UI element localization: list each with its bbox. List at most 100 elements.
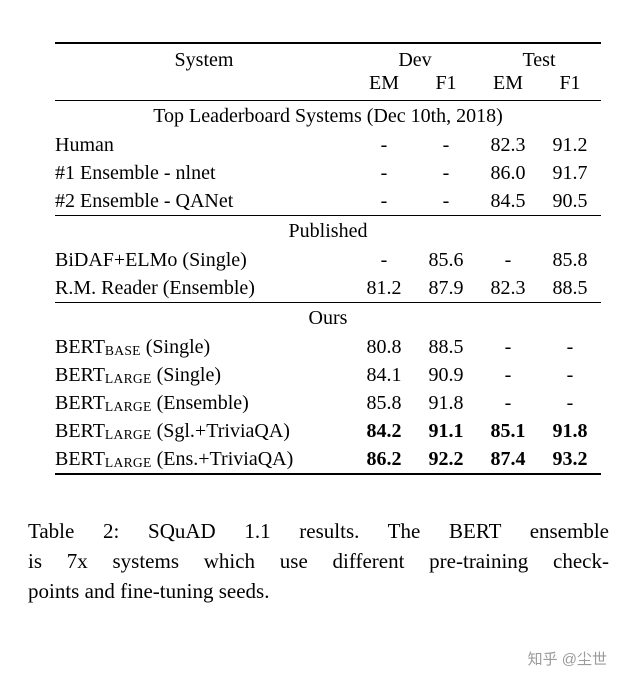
cell-dev-f1: - xyxy=(442,133,450,156)
section-title: Published xyxy=(288,220,368,242)
header-test-em: EM xyxy=(493,72,523,94)
cell-test-f1: 85.8 xyxy=(552,248,588,271)
system-name: #2 Ensemble - QANet xyxy=(55,187,353,216)
cell-dev-f1: 92.2 xyxy=(428,447,464,470)
cell-test-f1: 91.8 xyxy=(552,419,588,442)
cell-test-f1: 91.7 xyxy=(552,161,588,184)
table-row: BERTLARGE (Single) 84.1 90.9 - - xyxy=(55,361,601,389)
cell-dev-em: 80.8 xyxy=(366,335,402,358)
table-row: BERTBASE (Single) 80.8 88.5 - - xyxy=(55,333,601,361)
header-dev: Dev xyxy=(398,49,432,71)
cell-dev-em: 84.1 xyxy=(366,363,402,386)
system-name: Human xyxy=(55,131,353,159)
cell-dev-em: 85.8 xyxy=(366,391,402,414)
system-name-subscript: LARGE xyxy=(104,371,152,387)
system-name-text: #1 Ensemble - nlnet xyxy=(55,161,216,184)
system-name-suffix: (Ensemble) xyxy=(151,391,249,414)
system-name-text: BiDAF+ELMo (Single) xyxy=(55,248,247,271)
cell-test-f1: 93.2 xyxy=(552,447,588,470)
cell-dev-em: 81.2 xyxy=(366,276,402,299)
system-name-text: #2 Ensemble - QANet xyxy=(55,189,234,212)
cell-test-f1: 88.5 xyxy=(552,276,588,299)
zhihu-watermark: 知乎 @尘世 xyxy=(527,651,607,668)
cell-test-f1: 91.2 xyxy=(552,133,588,156)
system-name-text: BERT xyxy=(55,363,105,386)
cell-dev-em: - xyxy=(380,161,388,184)
cell-test-em: - xyxy=(504,248,512,271)
cell-dev-f1: 90.9 xyxy=(428,363,464,386)
cell-test-f1: - xyxy=(566,391,574,414)
section-published: Published BiDAF+ELMo (Single) - 85.6 - 8… xyxy=(55,215,601,303)
system-name-text: BERT xyxy=(55,447,105,470)
caption-line-1: Table 2: SQuAD 1.1 results. The BERT ens… xyxy=(28,519,609,543)
cell-dev-em: - xyxy=(380,248,388,271)
system-name-text: BERT xyxy=(55,419,105,442)
header-test-f1: F1 xyxy=(559,72,581,94)
cell-dev-f1: - xyxy=(442,189,450,212)
table-row: BiDAF+ELMo (Single) - 85.6 - 85.8 xyxy=(55,246,601,274)
header-spacer xyxy=(55,72,353,101)
header-row-metrics: EM F1 EM F1 xyxy=(55,72,601,101)
section-ours: Ours BERTBASE (Single) 80.8 88.5 - - BER… xyxy=(55,302,601,475)
cell-test-em: - xyxy=(504,335,512,358)
cell-test-em: 85.1 xyxy=(490,419,526,442)
section-title-row: Top Leaderboard Systems (Dec 10th, 2018) xyxy=(55,101,601,132)
section-title: Top Leaderboard Systems (Dec 10th, 2018) xyxy=(153,105,503,127)
system-name: BERTLARGE (Ens.+TriviaQA) xyxy=(55,445,353,474)
table-caption: Table 2: SQuAD 1.1 results. The BERT ens… xyxy=(28,516,609,606)
system-name-text: BERT xyxy=(55,391,105,414)
cell-test-em: 82.3 xyxy=(490,133,526,156)
table-row: BERTLARGE (Ensemble) 85.8 91.8 - - xyxy=(55,389,601,417)
paper-page: System Dev Test EM F1 EM F1 Top Leaderbo… xyxy=(28,42,609,606)
system-name-suffix: (Single) xyxy=(151,363,222,386)
system-name: #1 Ensemble - nlnet xyxy=(55,159,353,187)
section-top-leaderboard: Top Leaderboard Systems (Dec 10th, 2018)… xyxy=(55,100,601,216)
system-name-suffix: (Ens.+TriviaQA) xyxy=(151,447,294,470)
table-row: BERTLARGE (Sgl.+TriviaQA) 84.2 91.1 85.1… xyxy=(55,417,601,445)
system-name-subscript: LARGE xyxy=(104,427,152,443)
system-name-subscript: BASE xyxy=(104,343,141,359)
section-title: Ours xyxy=(308,307,348,329)
table-row: BERTLARGE (Ens.+TriviaQA) 86.2 92.2 87.4… xyxy=(55,445,601,474)
cell-test-em: - xyxy=(504,391,512,414)
system-name: BERTBASE (Single) xyxy=(55,333,353,361)
squad-results-table: System Dev Test EM F1 EM F1 Top Leaderbo… xyxy=(55,42,601,475)
cell-test-em: 82.3 xyxy=(490,276,526,299)
cell-dev-f1: 85.6 xyxy=(428,248,464,271)
header-dev-em: EM xyxy=(369,72,399,94)
system-name: R.M. Reader (Ensemble) xyxy=(55,274,353,303)
table-header: System Dev Test EM F1 EM F1 xyxy=(55,43,601,101)
cell-dev-f1: 91.8 xyxy=(428,391,464,414)
cell-dev-f1: 87.9 xyxy=(428,276,464,299)
system-name: BERTLARGE (Ensemble) xyxy=(55,389,353,417)
cell-test-em: 84.5 xyxy=(490,189,526,212)
system-name-text: R.M. Reader (Ensemble) xyxy=(55,276,255,299)
header-row-groups: System Dev Test xyxy=(55,43,601,72)
cell-dev-f1: - xyxy=(442,161,450,184)
header-system: System xyxy=(174,49,234,71)
cell-dev-f1: 91.1 xyxy=(428,419,464,442)
system-name-subscript: LARGE xyxy=(104,455,152,471)
caption-line-2: is 7x systems which use different pre-tr… xyxy=(28,549,609,573)
system-name-subscript: LARGE xyxy=(104,399,152,415)
caption-line-3: points and fine-tuning seeds. xyxy=(28,579,270,603)
system-name: BERTLARGE (Sgl.+TriviaQA) xyxy=(55,417,353,445)
system-name-suffix: (Sgl.+TriviaQA) xyxy=(151,419,290,442)
cell-test-em: 87.4 xyxy=(490,447,526,470)
header-test: Test xyxy=(522,49,556,71)
section-title-row: Published xyxy=(55,216,601,247)
cell-dev-em: - xyxy=(380,133,388,156)
cell-dev-em: 86.2 xyxy=(366,447,402,470)
system-name-suffix: (Single) xyxy=(140,335,211,358)
cell-test-em: - xyxy=(504,363,512,386)
cell-test-em: 86.0 xyxy=(490,161,526,184)
system-name: BiDAF+ELMo (Single) xyxy=(55,246,353,274)
cell-test-f1: - xyxy=(566,335,574,358)
table-row: #2 Ensemble - QANet - - 84.5 90.5 xyxy=(55,187,601,216)
table-row: R.M. Reader (Ensemble) 81.2 87.9 82.3 88… xyxy=(55,274,601,303)
cell-test-f1: 90.5 xyxy=(552,189,588,212)
system-name: BERTLARGE (Single) xyxy=(55,361,353,389)
table-row: #1 Ensemble - nlnet - - 86.0 91.7 xyxy=(55,159,601,187)
section-title-row: Ours xyxy=(55,303,601,334)
cell-dev-em: - xyxy=(380,189,388,212)
